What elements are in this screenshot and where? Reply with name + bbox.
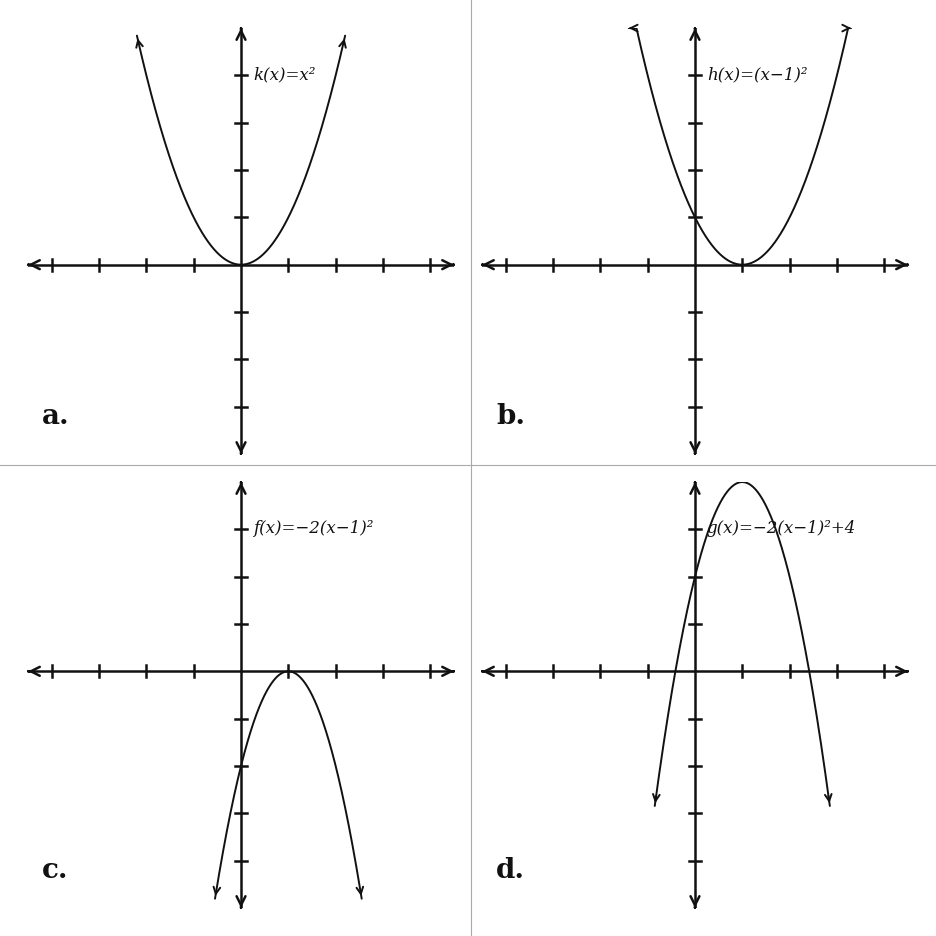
- Text: d.: d.: [496, 857, 525, 885]
- Text: g(x)=−2(x−1)²+4: g(x)=−2(x−1)²+4: [707, 519, 856, 537]
- Text: b.: b.: [496, 403, 525, 431]
- Text: a.: a.: [42, 403, 70, 431]
- Text: f(x)=−2(x−1)²: f(x)=−2(x−1)²: [253, 519, 373, 537]
- Text: h(x)=(x−1)²: h(x)=(x−1)²: [707, 66, 808, 83]
- Text: k(x)=x²: k(x)=x²: [253, 66, 315, 83]
- Text: c.: c.: [42, 857, 68, 885]
